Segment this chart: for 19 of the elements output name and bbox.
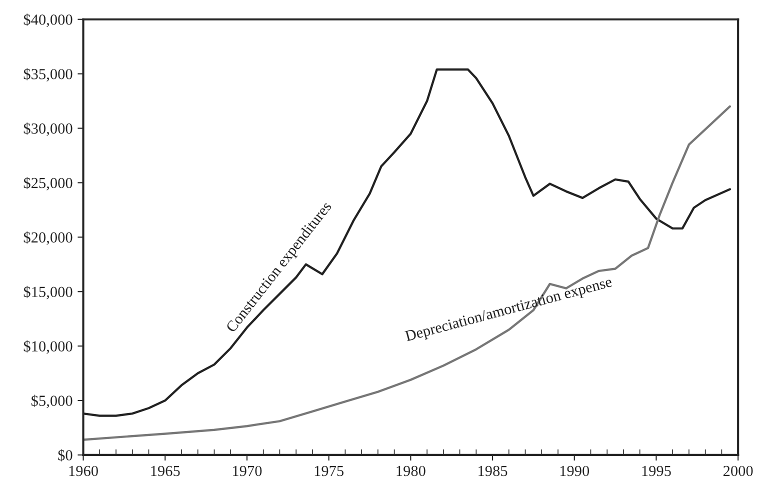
x-tick-label: 1980 — [396, 466, 426, 476]
y-tick-label: $15,000 — [24, 286, 72, 300]
y-tick-label: $25,000 — [24, 176, 72, 190]
x-tick-label: 1990 — [560, 466, 590, 476]
y-tick-label: $20,000 — [24, 231, 72, 245]
y-tick-label: $35,000 — [24, 68, 72, 82]
x-tick-label: 1975 — [314, 466, 344, 476]
x-tick-label: 1995 — [642, 466, 671, 476]
x-tick-label: 1960 — [69, 466, 98, 476]
line-series — [83, 105, 731, 441]
y-tick-label: $40,000 — [24, 14, 72, 28]
y-tick-label: $30,000 — [24, 122, 72, 136]
y-tick-label: $0 — [58, 449, 72, 462]
y-tick-label: $5,000 — [31, 394, 72, 408]
x-tick-label: 1965 — [151, 466, 180, 476]
y-tick-label: $10,000 — [24, 340, 72, 354]
x-tick-label: 2000 — [723, 466, 753, 476]
x-tick-label: 1985 — [478, 466, 508, 476]
x-tick-label: 1970 — [233, 466, 262, 476]
